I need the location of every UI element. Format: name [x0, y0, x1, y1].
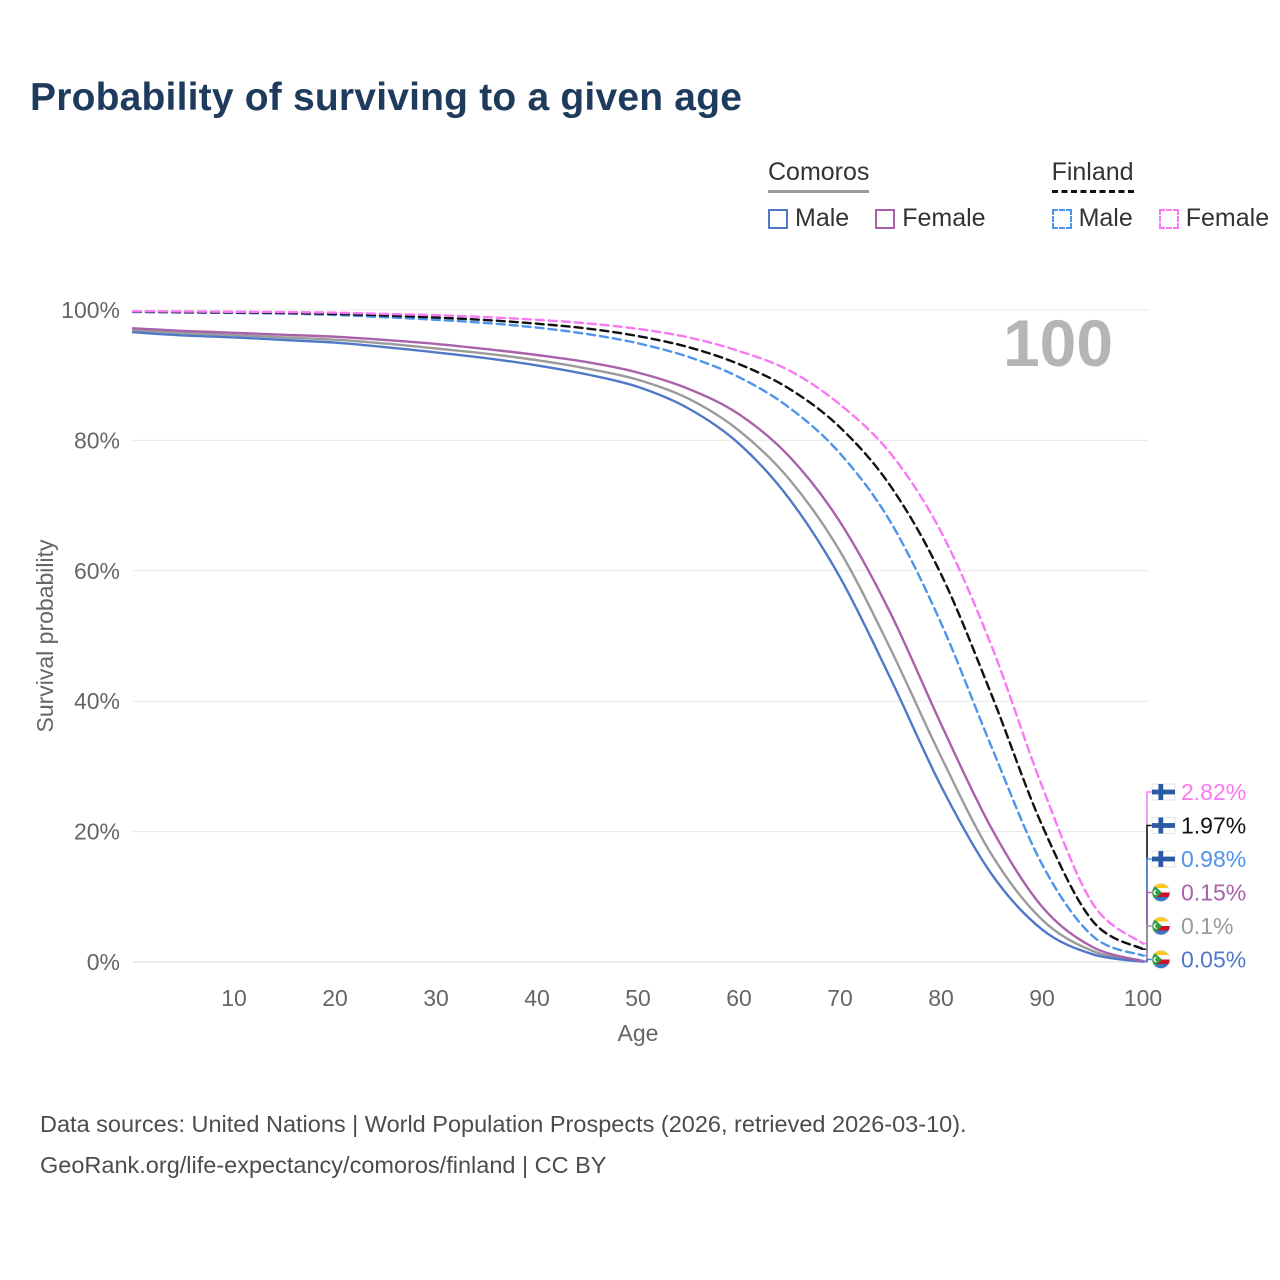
comoros-flag-icon: [1151, 950, 1171, 969]
end-value-label-comoros-both: 0.1%: [1181, 913, 1233, 939]
legend-item-comoros-male[interactable]: Male: [768, 204, 849, 233]
comoros-flag-icon: [1151, 916, 1171, 936]
footer-attribution-link: GeoRank.org/life-expectancy/comoros/finl…: [40, 1152, 607, 1178]
legend-label-finland-male: Male: [1078, 204, 1133, 232]
series-line-comoros-male[interactable]: [131, 331, 1145, 963]
finland-flag-icon: [1151, 783, 1176, 801]
x-tick-label-60: 60: [726, 985, 752, 1011]
x-tick-label-20: 20: [322, 985, 348, 1011]
finland-female-swatch-icon: [1158, 208, 1179, 229]
legend-item-finland-female[interactable]: Female: [1158, 204, 1270, 233]
legend-items-comoros: Male Female: [768, 204, 986, 233]
finland-flag-icon: [1151, 817, 1176, 834]
y-tick-label-40: 40%: [74, 688, 120, 714]
legend: Comoros Male Female Finland Male: [768, 158, 1269, 233]
series-line-finland-female[interactable]: [131, 310, 1145, 945]
legend-group-finland: Finland Male Female: [1051, 158, 1270, 233]
x-tick-label-50: 50: [625, 985, 651, 1011]
x-tick-label-30: 30: [423, 985, 449, 1011]
page-title: Probability of surviving to a given age: [30, 76, 743, 119]
end-value-label-finland-both: 1.97%: [1181, 813, 1246, 839]
x-tick-label-40: 40: [524, 985, 550, 1011]
legend-label-finland-female: Female: [1185, 204, 1270, 232]
footer-data-sources: Data sources: United Nations | World Pop…: [40, 1111, 967, 1137]
end-value-label-comoros-male: 0.05%: [1181, 947, 1246, 973]
end-value-label-comoros-female: 0.15%: [1181, 880, 1246, 906]
comoros-flag-icon: [1151, 883, 1171, 902]
x-axis-label: Age: [618, 1020, 659, 1046]
series-line-comoros-female[interactable]: [131, 327, 1145, 963]
x-tick-label-10: 10: [221, 985, 247, 1011]
comoros-female-swatch-icon: [875, 208, 896, 229]
series-line-comoros-both[interactable]: [131, 329, 1145, 963]
y-axis-label: Survival probability: [32, 539, 58, 733]
end-value-label-finland-male: 0.98%: [1181, 846, 1246, 872]
y-tick-label-20: 20%: [74, 819, 120, 845]
legend-group-comoros: Comoros Male Female: [768, 158, 986, 233]
x-tick-label-100: 100: [1124, 985, 1162, 1011]
finland-male-swatch-icon: [1051, 208, 1072, 229]
x-tick-label-90: 90: [1029, 985, 1055, 1011]
comoros-male-swatch-icon: [768, 208, 788, 229]
series-line-finland-male[interactable]: [131, 310, 1145, 957]
legend-items-finland: Male Female: [1051, 204, 1270, 233]
legend-label-comoros-male: Male: [795, 204, 850, 232]
legend-header-finland[interactable]: Finland: [1051, 158, 1134, 193]
legend-item-finland-male[interactable]: Male: [1051, 204, 1133, 233]
legend-label-comoros-female: Female: [902, 204, 986, 232]
finland-flag-icon: [1151, 850, 1176, 868]
hover-age-watermark: 100: [1003, 306, 1113, 380]
x-tick-label-70: 70: [827, 985, 853, 1011]
y-tick-label-100: 100%: [61, 297, 120, 323]
end-label-leader-comoros-male: [1143, 958, 1152, 963]
footer: Data sources: United Nations | World Pop…: [40, 1104, 967, 1186]
legend-header-comoros[interactable]: Comoros: [768, 158, 870, 193]
x-tick-label-80: 80: [928, 985, 954, 1011]
survival-chart[interactable]: 0% 20% 40% 60% 80% 100% 10 20 30 40 50 60 70 80 90 100 A…: [0, 280, 1280, 1070]
y-tick-label-80: 80%: [74, 427, 120, 453]
y-tick-label-0: 0%: [87, 949, 120, 975]
end-value-label-finland-female: 2.82%: [1181, 779, 1246, 805]
y-tick-label-60: 60%: [74, 558, 120, 584]
legend-item-comoros-female[interactable]: Female: [875, 204, 986, 233]
survival-chart-svg[interactable]: 0% 20% 40% 60% 80% 100% 10 20 30 40 50 60 70 80 90 100 A…: [0, 280, 1280, 1070]
